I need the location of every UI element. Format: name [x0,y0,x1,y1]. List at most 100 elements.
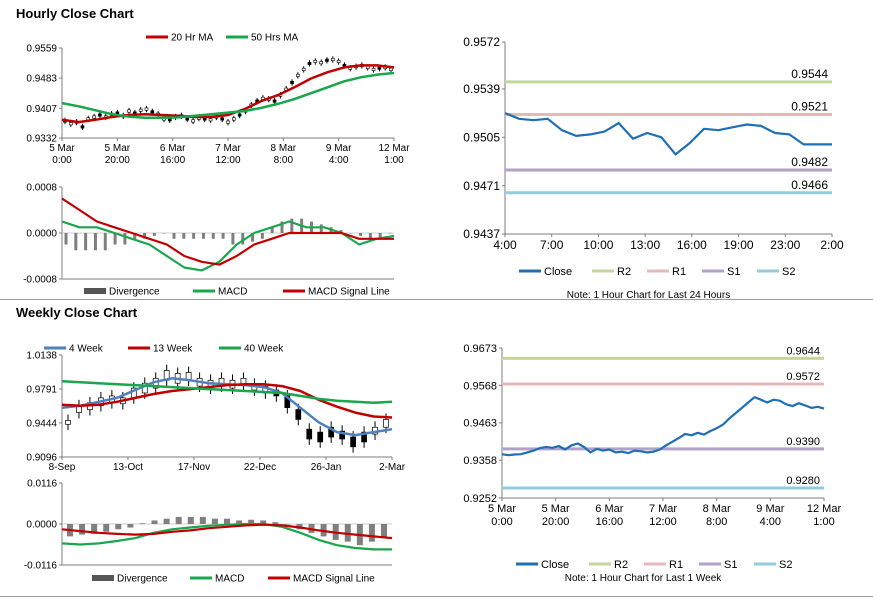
divergence-bar [182,233,186,239]
series-macd-signal-line [61,523,393,540]
x-tick-label: 16:00 [677,238,707,252]
divergence-bar [139,523,146,524]
x-tick-label: 8:00 [706,516,727,528]
section-divider [0,299,873,300]
y-tick-label: 0.9437 [463,227,500,241]
divergence-bar [152,233,156,236]
divergence-bar [260,233,264,239]
divergence-bar [211,233,215,239]
divergence-bar [162,233,166,234]
hourly-section-title: Hourly Close Chart [16,6,134,21]
x-tick-label: 8 Mar [271,143,297,154]
legend-close-label: Close [544,266,572,278]
divergence-bar [64,233,68,245]
legend-r1-label: R1 [672,266,686,278]
candle-body [336,59,341,63]
candle-body [80,125,85,129]
level-label-s1: 0.9390 [786,436,820,448]
x-tick-label: 1:00 [813,516,834,528]
y-tick-label: 0.9358 [463,455,497,467]
candle-body [330,58,335,61]
legend-40-week-label: 40 Week [244,344,284,355]
candle-body [319,61,323,65]
candle-body [361,431,367,443]
divergence-bar [272,522,279,524]
x-tick-label: 5 Mar [105,143,131,154]
x-tick-label: 9 Mar [756,503,784,515]
candle-body [138,108,143,112]
y-tick-label: 0.9673 [463,343,497,355]
x-tick-label: 17-Nov [178,462,210,473]
x-tick-label: 0:00 [52,155,72,166]
legend-macd-signal-label: MACD Signal Line [293,574,375,585]
x-tick-label: 4:00 [329,155,349,166]
legend-s2-label: S2 [782,266,795,278]
y-tick-label: 0.9505 [463,130,500,144]
divergence-bar [192,233,196,239]
candle-body [127,109,131,113]
x-tick-label: 12 Mar [378,143,410,154]
candle-body [295,409,302,420]
y-tick-label: -0.0116 [24,561,58,572]
divergence-bar [339,230,343,233]
divergence-bar [175,516,182,524]
divergence-bar [368,233,372,239]
legend-4-week-label: 4 Week [69,344,104,355]
y-tick-label: 0.9568 [463,380,497,392]
candle-body [339,430,345,440]
candle-body [220,117,224,121]
candle-body [191,119,195,123]
x-tick-label: 6 Mar [595,503,623,515]
divergence-bar [199,516,206,524]
legend-macd-label: MACD [215,574,244,585]
divergence-bar [172,233,176,239]
x-tick-label: 9 Mar [326,143,352,154]
divergence-bar [211,518,218,524]
candle-body [377,66,382,70]
x-tick-label: 16:00 [160,155,185,166]
divergence-bar [143,233,147,239]
y-tick-label: 0.9483 [26,74,57,85]
candle-body [325,58,329,62]
candle-body [306,428,313,440]
divergence-bar [115,524,122,530]
divergence-bar [187,516,194,524]
divergence-bar [84,233,88,251]
candle-body [272,99,277,103]
x-tick-label: 7:00 [540,238,564,252]
candle-body [150,110,155,114]
series-20-hr-ma [61,64,395,124]
series-macd-signal-line [61,197,394,266]
series-close [501,396,825,457]
legend-s1-label: S1 [727,266,740,278]
divergence-bar [368,524,375,542]
x-tick-label: 8 Mar [703,503,731,515]
divergence-bar [378,233,382,239]
y-tick-label: 0.9572 [463,35,500,49]
y-tick-label: 0.9096 [26,453,57,464]
series-40-week [61,379,393,405]
x-tick-label: 8:00 [274,155,294,166]
candle-body [371,67,376,71]
y-tick-label: 0.0000 [26,229,57,240]
candle-body [317,431,324,443]
level-label-r2: 0.9544 [791,67,828,81]
candle-body [92,115,96,119]
divergence-bar [260,520,267,524]
x-tick-label: 4:00 [760,516,781,528]
candle-body [208,118,213,122]
divergence-bar [127,524,134,528]
y-tick-label: 0.9471 [463,179,500,193]
x-tick-label: 7 Mar [215,143,241,154]
x-tick-label: 7 Mar [649,503,677,515]
x-tick-label: 8-Sep [49,462,76,473]
candle-body [237,113,242,117]
legend-divergence-swatch [84,288,106,294]
divergence-bar [388,233,392,234]
x-tick-label: 20:00 [105,155,130,166]
y-tick-label: 1.0138 [26,351,57,362]
divergence-bar [319,224,323,233]
legend-divergence-swatch [92,575,114,581]
